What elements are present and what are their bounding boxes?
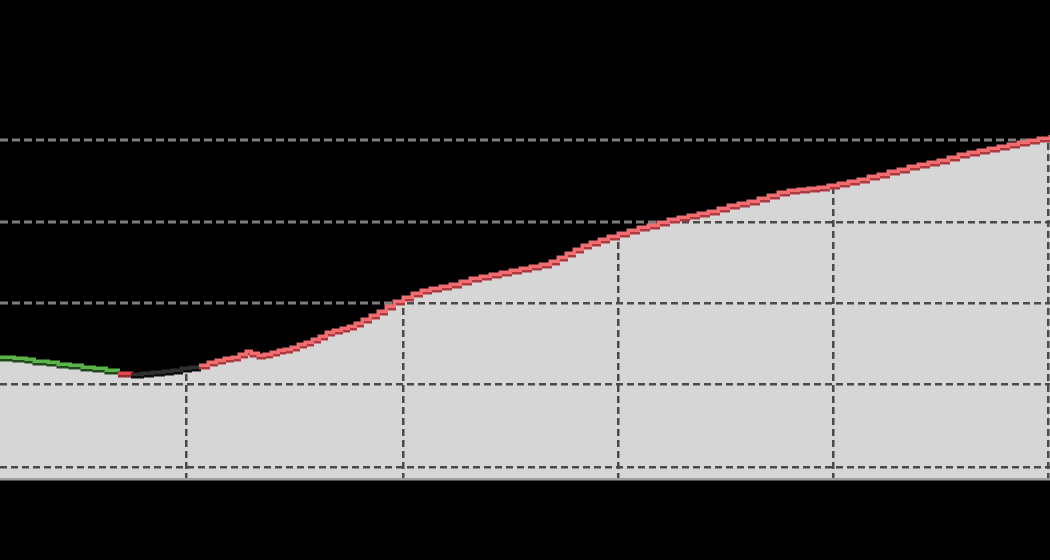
segment-dark-flat-line <box>131 365 201 376</box>
segment-dark-flat-shadow <box>131 367 201 379</box>
segment-red-tick-shadow <box>118 373 133 378</box>
segment-red-rise-line <box>199 135 1050 367</box>
segment-red-tick-line <box>118 371 133 375</box>
segment-green-decline-shadow <box>0 357 120 375</box>
segment-green-decline-line <box>0 355 120 372</box>
